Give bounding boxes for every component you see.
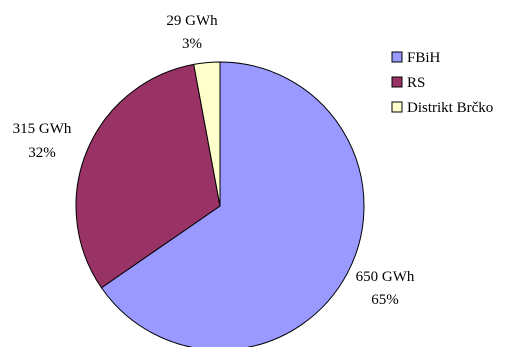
- pie-data-labels: 650 GWh 65% 315 GWh 32% 29 GWh 3%: [13, 13, 415, 308]
- legend: FBiH RS Distrikt Brčko: [391, 50, 493, 116]
- data-label-percent-fbih: 65%: [371, 292, 399, 308]
- legend-label-rs: RS: [407, 75, 425, 91]
- data-label-value-distrikt-brcko: 29 GWh: [166, 13, 218, 29]
- pie-slices: [75, 61, 365, 351]
- legend-label-distrikt-brcko: Distrikt Brčko: [407, 100, 493, 116]
- pie-slice-fbih: [100, 61, 365, 351]
- pie-slice-distrikt-brcko: [193, 61, 221, 207]
- legend-swatch-rs: [391, 76, 403, 88]
- data-label-percent-distrikt-brcko: 3%: [182, 36, 202, 52]
- data-label-percent-rs: 32%: [28, 145, 56, 161]
- data-label-value-rs: 315 GWh: [13, 121, 72, 137]
- data-label-value-fbih: 650 GWh: [356, 269, 415, 285]
- pie-slice-rs: [75, 63, 221, 289]
- legend-swatch-fbih: [391, 51, 403, 63]
- legend-swatch-distrikt-brcko: [391, 101, 403, 113]
- legend-label-fbih: FBiH: [407, 50, 441, 66]
